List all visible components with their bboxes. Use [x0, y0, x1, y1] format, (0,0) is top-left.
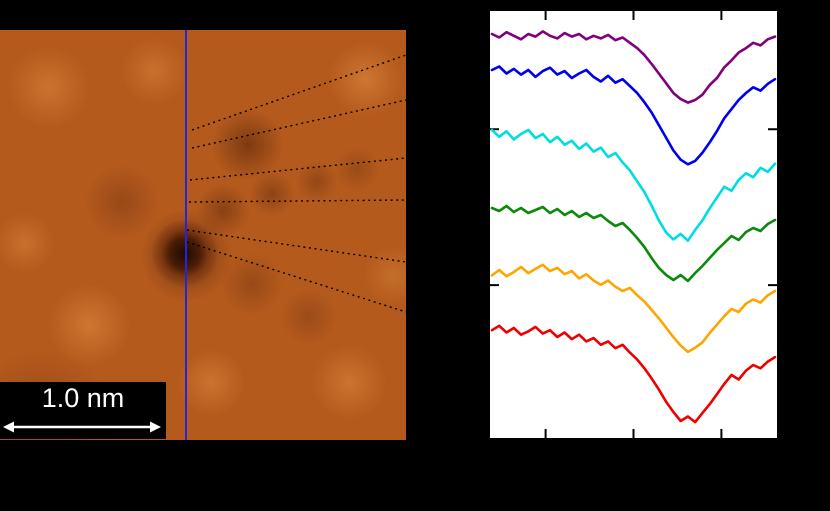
profile-path-dotted-line-2: [191, 99, 406, 149]
plot-frame: [487, 8, 780, 441]
trace-profile-6: [490, 324, 777, 424]
trace-profile-1: [490, 30, 777, 104]
profile-path-dotted-line-3: [189, 157, 406, 181]
profile-path-dotted-line-4: [188, 199, 406, 203]
profile-path-dotted-line-1: [191, 54, 406, 131]
trace-profile-4: [490, 204, 777, 283]
trace-profile-2: [490, 65, 777, 166]
stm-overlay: [185, 30, 406, 440]
trace-profile-5: [490, 263, 777, 354]
trace-profile-3: [490, 128, 777, 242]
spectra-plot-canvas: [487, 8, 780, 441]
stm-topography-image: 1.0 nm: [0, 30, 406, 440]
double-arrow-icon: [3, 421, 161, 433]
scale-bar: 1.0 nm: [0, 382, 166, 439]
spectra-plot: [487, 8, 780, 441]
scale-bar-label: 1.0 nm: [41, 383, 125, 413]
profile-path-dotted-line-6: [186, 241, 406, 313]
profile-path-dotted-line-5: [186, 229, 406, 263]
